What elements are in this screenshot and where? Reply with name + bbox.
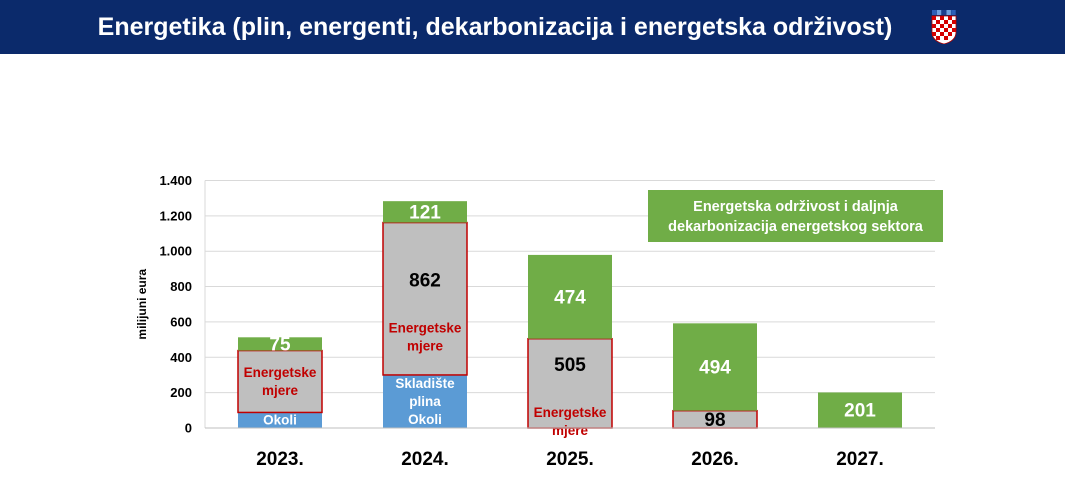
bar-green-0 (238, 337, 322, 351)
x-category-label: 2025. (546, 449, 594, 470)
x-category-label: 2027. (836, 449, 884, 470)
y-axis-label: milijuni eura (135, 269, 149, 340)
croatian-coat-of-arms-icon (931, 10, 957, 44)
x-category-label: 2023. (256, 449, 304, 470)
bar-green-3 (673, 323, 757, 411)
annotation-box (648, 190, 943, 242)
y-tick-label: 1.400 (159, 173, 192, 188)
data-label-value: 505 (554, 355, 586, 376)
segment-label: Okoli (263, 413, 297, 428)
data-label-value: 201 (844, 401, 876, 422)
bar-green-1 (383, 201, 467, 223)
page-title: Energetika (plin, energenti, dekarboniza… (97, 13, 893, 41)
bar-green-4 (818, 392, 902, 428)
bars: Okoli Energetske mjere 75 Skladište plina Okol… (237, 201, 902, 438)
axes: 0 200 400 600 800 1.000 1.200 1.400 milijuni eur… (135, 173, 935, 470)
data-label-value: 494 (699, 358, 731, 379)
segment-label: Energetske (244, 365, 317, 380)
y-tick-label: 800 (170, 279, 192, 294)
y-tick-label: 400 (170, 350, 192, 365)
x-category-label: 2026. (691, 449, 739, 470)
x-category-label: 2024. (401, 449, 449, 470)
annotation: Energetska održivost i daljnja dekarboniz… (648, 190, 943, 242)
y-tick-label: 600 (170, 314, 192, 329)
segment-label: Energetske (534, 405, 607, 420)
segment-label: plina (409, 394, 441, 409)
y-tick-label: 1.200 (159, 208, 192, 223)
y-tick-label: 200 (170, 385, 192, 400)
bar-green-2 (528, 254, 612, 339)
data-label-value: 862 (409, 270, 441, 291)
annotation-text: dekarbonizacija energetskog sektora (668, 219, 924, 235)
bar-grey-1 (382, 221, 468, 376)
bar-blue-0 (238, 412, 322, 428)
annotation-text: Energetska održivost i daljnja (693, 199, 899, 215)
bar-grey-0 (237, 349, 323, 414)
header-bar: Energetika (plin, energenti, dekarboniza… (0, 0, 1065, 54)
segment-label: mjere (552, 423, 589, 438)
y-tick-label: 1.000 (159, 244, 192, 259)
data-label-value: 474 (554, 287, 586, 308)
y-tick-label: 0 (185, 421, 192, 436)
data-label-value: 121 (409, 202, 441, 223)
segment-label: Skladište (395, 376, 455, 391)
data-label-value: 75 (269, 334, 291, 355)
bar-blue-1 (383, 374, 467, 428)
stacked-bar-chart: Okoli Energetske mjere 75 Skladište plina Okol… (135, 173, 943, 470)
data-label-value: 98 (704, 410, 725, 431)
segment-label: Okoli (408, 412, 442, 427)
segment-label: Energetske (389, 320, 462, 335)
segment-label: mjere (262, 383, 299, 398)
segment-label: mjere (407, 338, 444, 353)
